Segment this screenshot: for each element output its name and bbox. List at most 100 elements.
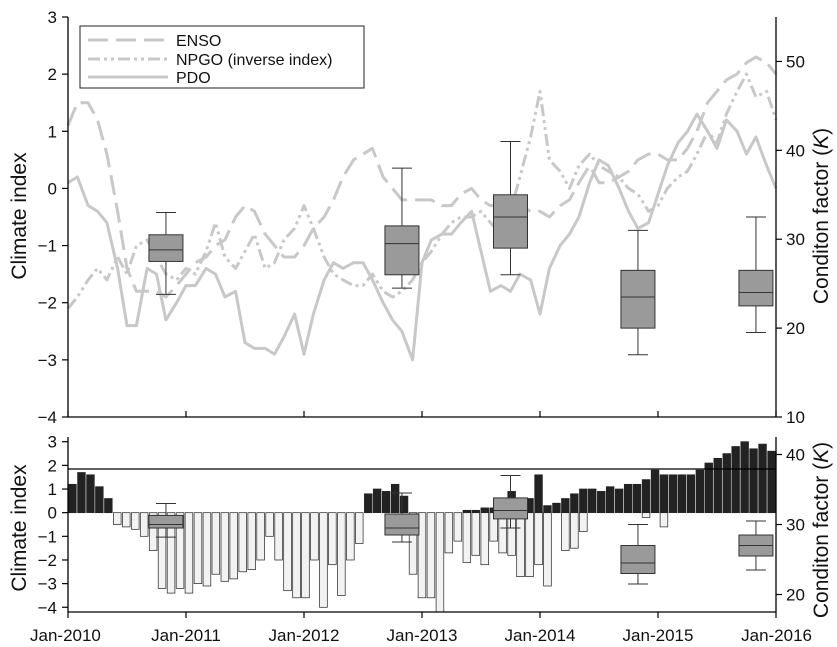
bar-positive [579,488,588,513]
bar-negative [265,512,274,537]
bar-negative [641,512,651,518]
bar-positive [68,483,77,514]
bar-negative [328,512,337,566]
x-tick-label: Jan-2013 [387,626,458,645]
x-tick-label: Jan-2016 [741,626,812,645]
y-tick-label: −4 [38,598,57,617]
bar-positive [462,509,472,514]
x-tick-label: Jan-2010 [30,626,101,645]
bar-positive [767,450,776,514]
bar-negative [543,512,552,587]
bar-positive [704,462,713,514]
legend: ENSO NPGO (inverse index) PDO [79,25,365,89]
y-right-tick-label: 50 [786,52,805,71]
legend-label-enso: ENSO [176,33,221,50]
bar-positive [372,488,382,513]
bottom-x-ticks: Jan-2010 Jan-2011 Jan-2012 Jan-2013 Jan-2014… [30,612,812,645]
bar-negative [534,512,543,566]
boxplot-box [620,545,656,574]
top-left-axis-label: Climate index [8,152,31,280]
bar-positive [614,488,624,513]
boxplot-box [384,513,420,536]
y-tick-label: −3 [38,575,57,594]
boxplot-box [493,497,528,520]
y-right-tick-label: 20 [786,586,805,605]
y-right-tick-label: 40 [786,141,805,160]
bar-negative [148,512,158,551]
y-right-tick-label: 10 [786,408,805,427]
bar-positive [534,474,543,513]
bar-negative [220,512,230,582]
bar-positive [95,486,104,514]
top-boxplots [148,140,774,356]
bar-negative [471,512,480,556]
bar-negative [346,512,355,561]
bar-positive [597,491,606,514]
top-left-ticks: 3 2 1 0 −1 −2 −3 −4 [38,8,68,427]
bar-positive [399,495,409,514]
y-tick-label: 1 [48,480,57,499]
bar-negative [283,512,292,592]
bar-negative [256,512,265,561]
legend-label-pdo: PDO [176,70,211,87]
bar-negative [570,512,579,549]
bar-positive [390,483,400,514]
bar-positive [641,479,651,514]
y-right-tick-label: 20 [786,319,805,338]
bar-positive [86,474,95,513]
bar-negative [435,512,445,613]
bar-positive [695,469,705,514]
bar-positive [632,483,642,514]
bar-positive [104,498,113,514]
bar-positive [740,441,749,513]
bar-negative [453,512,463,542]
bar-negative [139,512,149,537]
bar-positive [364,493,373,514]
bar-negative [211,512,221,575]
bar-negative [238,512,247,573]
boxplot-box [148,514,184,529]
bar-positive [605,486,615,514]
bar-negative [184,512,194,594]
bar-positive [623,483,633,514]
bar-negative [166,512,176,594]
bar-negative [310,512,319,561]
y-tick-label: 2 [48,65,57,84]
series-line-pdo [67,112,778,362]
x-tick-label: Jan-2012 [269,626,340,645]
bar-positive [77,472,86,514]
bar-positive [686,474,696,513]
bottom-bars [68,441,776,613]
y-right-tick-label: 30 [786,516,805,535]
y-tick-label: −3 [38,351,57,370]
bar-negative [247,512,256,570]
bar-positive [570,493,579,514]
bar-positive [543,505,552,514]
bar-positive [668,474,678,513]
bar-negative [444,512,454,554]
boxplot-box [493,194,528,249]
bottom-left-axis-label: Climate index [8,464,31,592]
bottom-boxplots [148,475,774,585]
bar-negative [426,512,436,599]
bar-positive [722,453,731,514]
y-tick-label: −2 [38,294,57,313]
bar-negative [193,512,203,584]
bar-positive [552,502,561,514]
bar-positive [758,443,767,514]
bar-negative [462,512,472,563]
top-right-axis-label: Conditon factor (K) [810,128,833,304]
y-tick-label: 3 [48,8,57,27]
y-right-tick-label: 30 [786,230,805,249]
bar-negative [202,512,212,587]
x-tick-label: Jan-2014 [505,626,576,645]
bar-negative [175,512,185,589]
bar-negative [319,512,328,608]
bar-positive [659,474,669,513]
y-tick-label: −1 [38,237,57,256]
bar-negative [659,512,669,528]
y-tick-label: 2 [48,456,57,475]
bar-negative [417,512,427,599]
